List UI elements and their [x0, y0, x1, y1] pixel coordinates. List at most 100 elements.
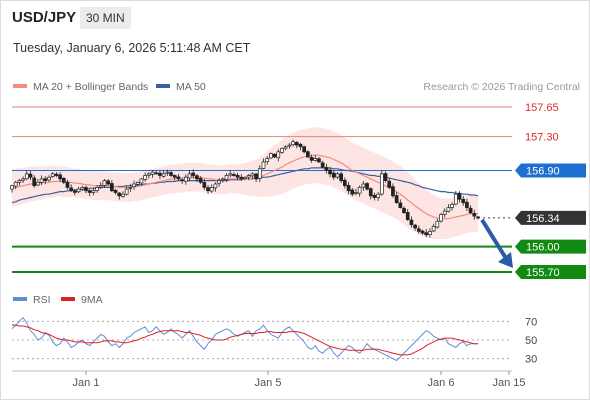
candle	[313, 154, 318, 162]
candle-body	[453, 193, 458, 205]
timeframe-badge[interactable]: 30 MIN	[80, 7, 131, 29]
candle-body	[58, 174, 62, 180]
candle	[472, 209, 477, 220]
candle	[357, 185, 362, 197]
candle-body	[43, 178, 48, 181]
x-tick-label: Jan 15	[492, 377, 525, 389]
candle	[124, 186, 129, 196]
candle	[428, 228, 432, 238]
candle-body	[472, 213, 477, 217]
candle	[394, 192, 399, 204]
rsi-9ma-line	[12, 324, 478, 356]
candle-body	[350, 189, 355, 195]
candle-body	[191, 172, 196, 176]
level-value-support-2: 155.70	[526, 267, 560, 279]
candle	[361, 180, 366, 191]
candle-body	[110, 183, 114, 192]
level-value-resistance-1: 157.30	[525, 132, 559, 144]
candle-body	[198, 177, 203, 183]
candle	[202, 178, 207, 190]
candle	[73, 189, 77, 196]
candle-body	[306, 151, 310, 158]
candle-body	[357, 187, 362, 194]
level-value-last-price: 156.34	[526, 213, 560, 225]
candle-body	[476, 216, 480, 219]
candle-body	[50, 173, 55, 178]
candle-body	[280, 148, 284, 153]
candle	[150, 170, 155, 178]
candle	[232, 172, 236, 177]
candle-body	[143, 175, 147, 180]
candle-body	[195, 175, 199, 180]
level-tag-bg-last-price	[515, 210, 586, 225]
candle-body	[124, 188, 129, 195]
candle-body	[180, 179, 184, 182]
candle-body	[28, 173, 33, 178]
candle	[291, 139, 295, 147]
legend-rsi-label: RSI	[33, 294, 51, 306]
candle-body	[320, 162, 325, 168]
candle	[465, 198, 469, 212]
rsi-line	[11, 316, 478, 362]
price-levels	[12, 106, 512, 273]
candle-body	[202, 182, 207, 188]
candle-body	[372, 194, 377, 198]
candle	[272, 153, 277, 159]
candle	[10, 184, 14, 193]
candle-body	[413, 224, 417, 229]
source-credit: Research © 2026 Trading Central	[423, 81, 580, 93]
level-value-pivot: 156.90	[526, 165, 560, 177]
candle	[135, 181, 140, 186]
candle	[283, 145, 288, 151]
candle-body	[47, 176, 51, 181]
candle	[21, 176, 25, 184]
candle	[143, 172, 147, 182]
candle	[146, 172, 151, 179]
candle	[224, 173, 229, 183]
candle-body	[206, 187, 210, 192]
candle	[113, 189, 118, 195]
candle-body	[394, 195, 399, 203]
candle-body	[10, 185, 14, 190]
candle	[24, 170, 29, 181]
candle-body	[243, 176, 247, 179]
candle-body	[409, 219, 414, 225]
candle	[187, 170, 192, 182]
candle-body	[450, 203, 454, 208]
candle	[84, 185, 88, 194]
bollinger-band-fill	[12, 127, 478, 239]
candle-body	[61, 177, 66, 183]
candle	[457, 191, 462, 203]
candle	[154, 170, 159, 175]
candle	[405, 208, 410, 221]
candle	[265, 155, 270, 165]
candle	[335, 171, 340, 180]
candle	[39, 175, 44, 186]
candle-body	[368, 188, 373, 197]
candle-body	[416, 228, 421, 232]
level-tag-bg-pivot	[515, 163, 586, 178]
candle	[431, 223, 436, 233]
candle	[453, 190, 458, 206]
candle	[368, 187, 373, 200]
candle-body	[113, 189, 118, 193]
candle-body	[117, 192, 122, 197]
price-level-tags: 157.65 157.30 156.90 156.34 156.00 155.70	[515, 102, 586, 279]
level-tag-resistance-1: 157.30	[525, 132, 559, 144]
candle-body	[298, 143, 303, 148]
candle	[228, 170, 233, 178]
candle-body	[365, 183, 369, 190]
candle	[43, 176, 48, 185]
candle	[106, 179, 111, 187]
candle-body	[331, 172, 336, 178]
candle-body	[87, 190, 92, 193]
candle-body	[402, 207, 406, 214]
candle-body	[376, 193, 380, 198]
candle-body	[98, 185, 103, 188]
candle-body	[80, 187, 85, 190]
candle-body	[91, 190, 96, 193]
candle	[261, 158, 266, 170]
candle-body	[465, 201, 469, 209]
candle	[195, 174, 199, 182]
